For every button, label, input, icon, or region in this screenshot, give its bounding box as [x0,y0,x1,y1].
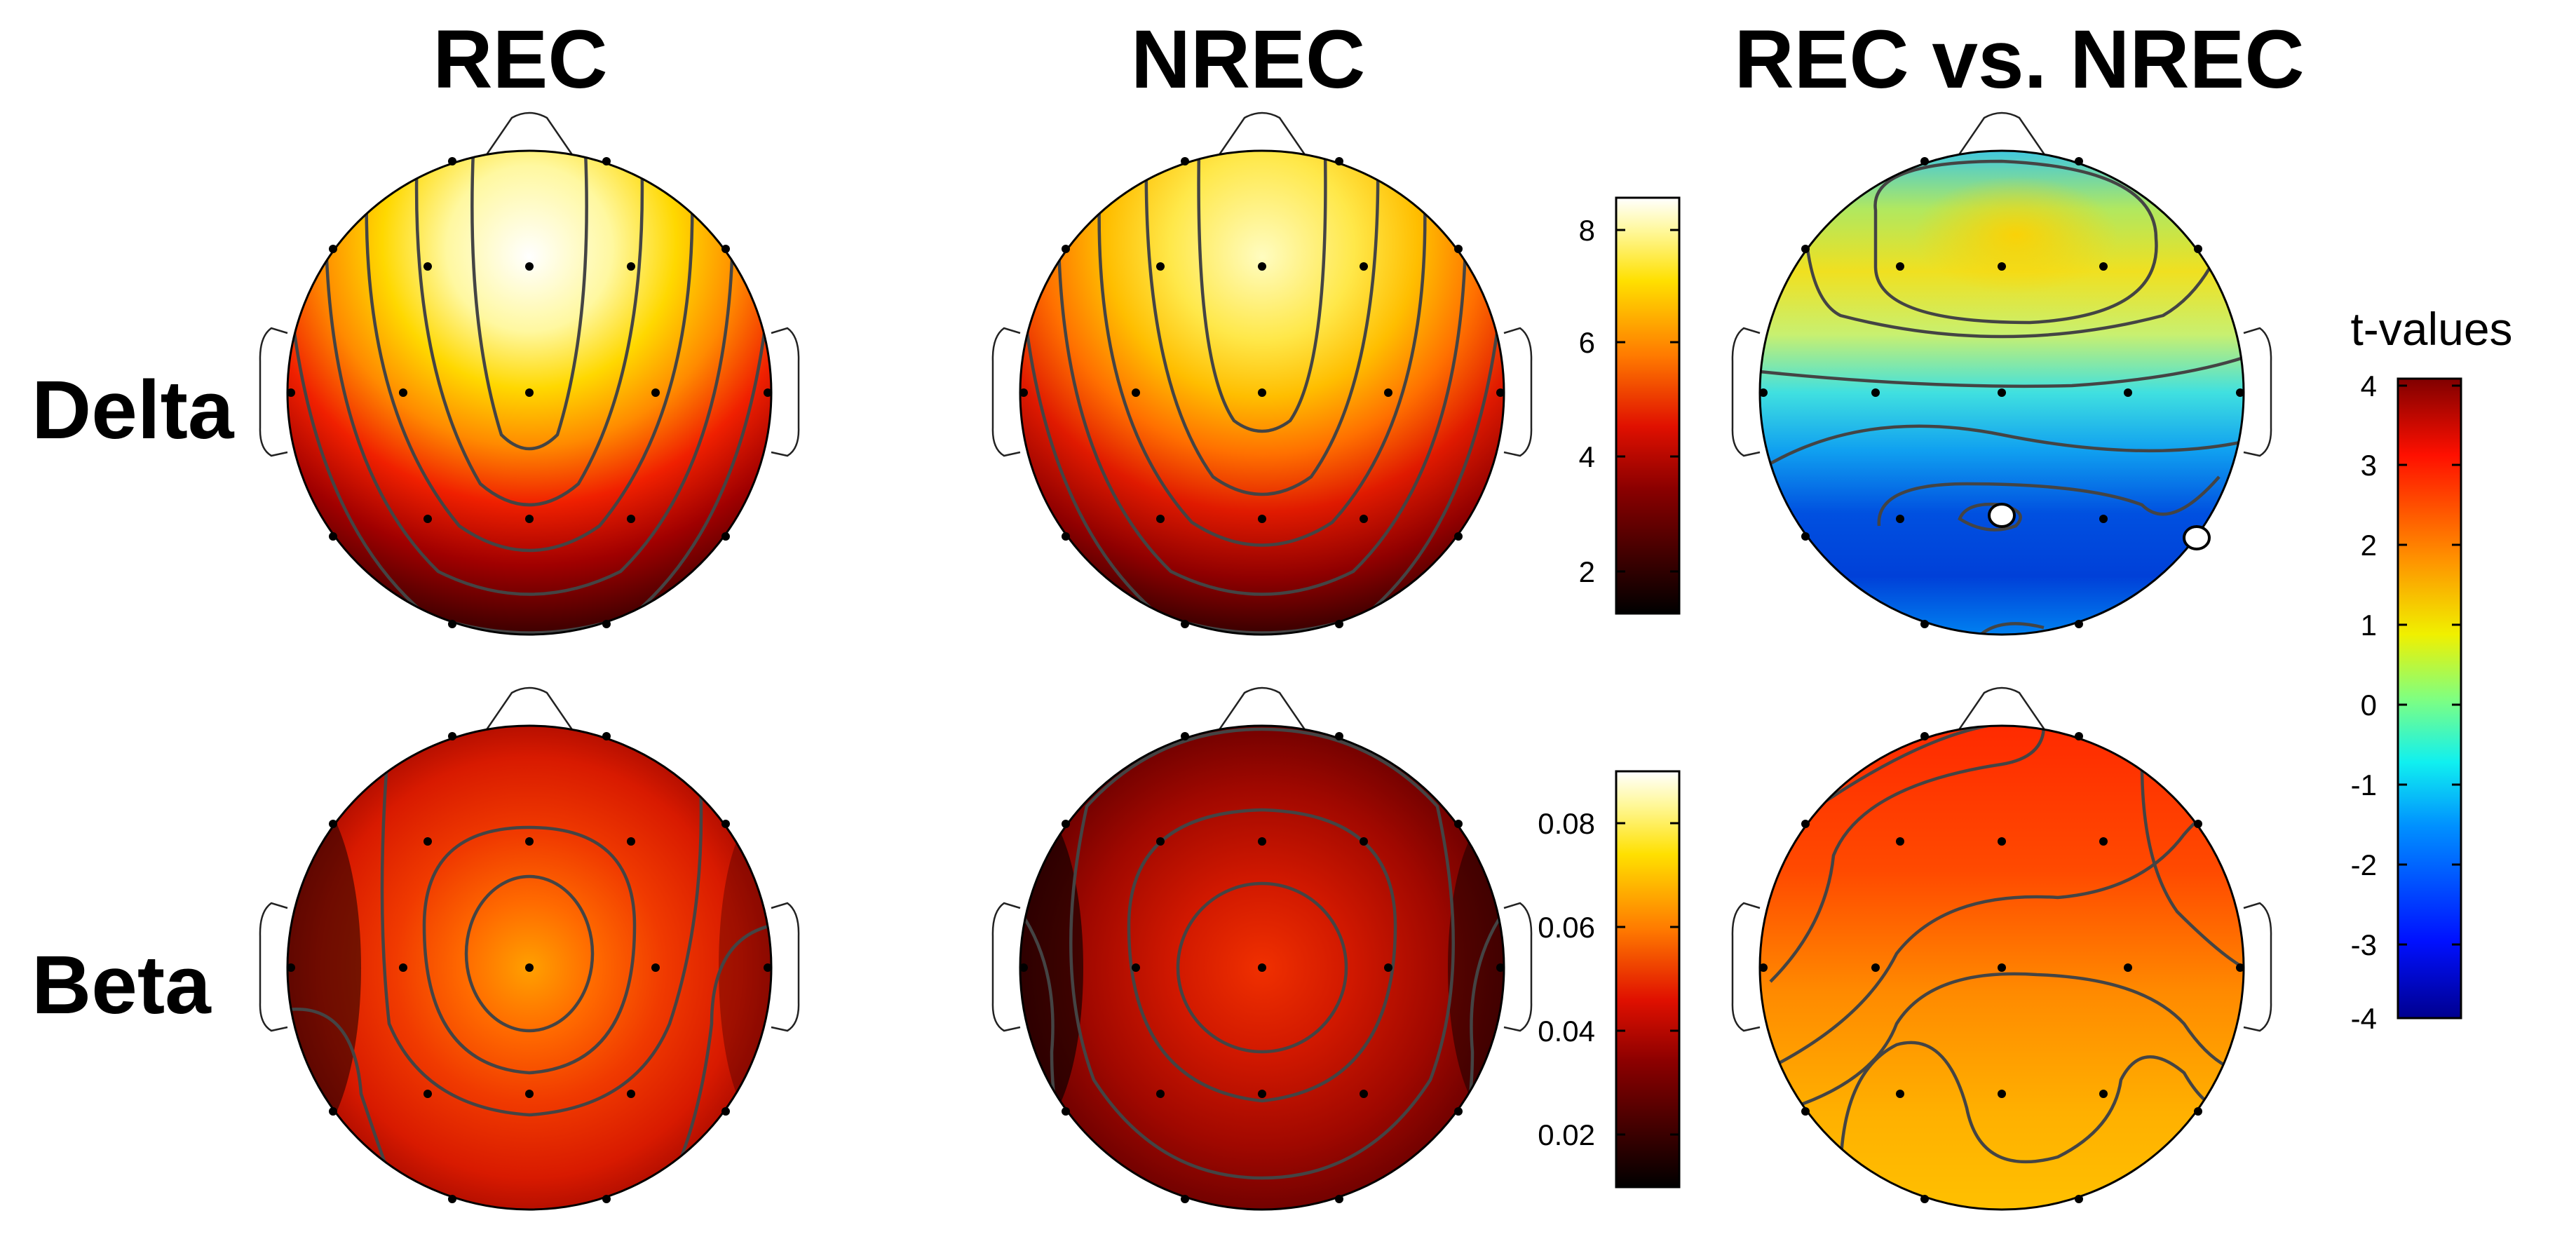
significant-electrodes [1988,503,2211,550]
colorbar-beta-tick: 0.06 [1538,911,1595,944]
topomap-delta-nrec [991,111,1533,636]
electrode-dots [287,732,772,1203]
colorbar-delta-tick: 6 [1579,326,1595,359]
colorbar-delta-tick: 2 [1579,555,1595,588]
colorbar-delta: 8 6 4 2 [1579,196,1681,615]
colorbar-tvalues-tick: 2 [2361,529,2377,562]
colorbar-tvalues-tick: -4 [2351,1002,2377,1035]
row-label-beta: Beta [32,939,212,1031]
topomap-delta-rec [259,111,800,636]
colorbar-beta-tick: 0.04 [1538,1015,1595,1048]
column-title-rec: REC [433,13,607,106]
contour-lines [1760,159,2244,635]
electrode-dots [287,157,772,628]
colorbar-beta: 0.08 0.06 0.04 0.02 [1538,770,1681,1189]
colorbar-tvalues: t-values 4 3 2 1 0 -1 -2 -3 -4 [2350,303,2512,1035]
colorbar-delta-tick: 4 [1579,440,1595,473]
colorbar-beta-tick: 0.08 [1538,807,1595,840]
column-title-nrec: NREC [1131,13,1365,106]
electrode-dots [1019,157,1505,628]
colorbar-tvalues-tick: -3 [2351,928,2377,961]
colorbar-tvalues-tick: 1 [2361,609,2377,642]
topomap-beta-rec [259,686,800,1211]
electrode-dots [1019,732,1505,1203]
row-label-delta: Delta [32,364,235,456]
topomap-delta-diff [1731,111,2272,636]
electrode-dots [1759,732,2244,1203]
contour-lines [287,151,771,635]
colorbar-beta-tick: 0.02 [1538,1118,1595,1151]
colorbar-tvalues-tick: 4 [2361,370,2377,402]
topomap-beta-nrec [991,686,1533,1211]
topomap-beta-diff [1731,686,2272,1211]
colorbar-delta-tick: 8 [1579,214,1595,247]
column-title-diff: REC vs. NREC [1734,13,2304,106]
colorbar-tvalues-tick: -1 [2351,768,2377,801]
colorbar-tvalues-tick: -2 [2351,848,2377,881]
colorbar-tvalues-title: t-values [2350,303,2512,355]
electrode-dots [1759,157,2244,628]
colorbar-tvalues-tick: 0 [2361,689,2377,722]
contour-lines [1020,151,1504,635]
colorbar-tvalues-tick: 3 [2361,449,2377,482]
